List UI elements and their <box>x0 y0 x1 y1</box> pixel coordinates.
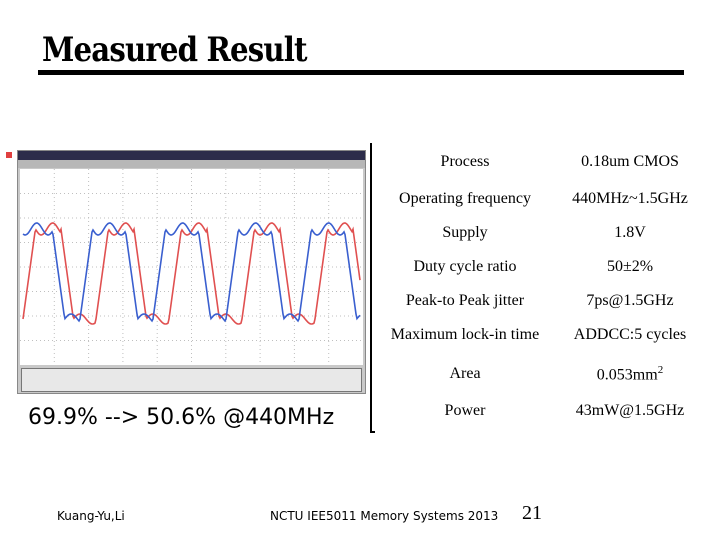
spec-label: Maximum lock-in time <box>390 326 540 343</box>
spec-value-text: ADDCC:5 cycles <box>573 326 687 343</box>
spec-value-text: 0.053mm <box>596 366 658 384</box>
scope-plot-area <box>20 169 363 365</box>
spec-label: Operating frequency <box>399 190 531 207</box>
spec-label: Process <box>440 153 490 170</box>
scope-edge-marker <box>6 152 12 158</box>
spec-value-text: 50±2% <box>606 258 654 275</box>
spec-value-text: 1.8V <box>614 224 646 241</box>
spec-value: 50±2% <box>560 250 700 284</box>
scope-toolbar <box>18 160 365 168</box>
scope-measurement-panel <box>21 368 362 392</box>
spec-value: 440MHz~1.5GHz <box>560 182 700 216</box>
scope-waveform-plot <box>20 169 363 365</box>
spec-value-text: 43mW@1.5GHz <box>575 402 685 419</box>
spec-value-text: 440MHz~1.5GHz <box>572 190 688 207</box>
spec-label: Duty cycle ratio <box>413 258 517 275</box>
spec-value: 43mW@1.5GHz <box>560 396 700 426</box>
oscilloscope-screenshot <box>17 150 366 394</box>
spec-row: Peak-to Peak jitter 7ps@1.5GHz <box>370 284 700 318</box>
spec-row: Operating frequency 440MHz~1.5GHz <box>370 182 700 216</box>
scope-trace-red <box>22 222 361 325</box>
spec-value: 0.053mm2 <box>560 352 700 396</box>
spec-value: 7ps@1.5GHz <box>560 284 700 318</box>
spec-value: ADDCC:5 cycles <box>560 318 700 352</box>
slide-title: Measured Result <box>42 30 307 70</box>
title-underline <box>38 70 684 75</box>
spec-row: Supply 1.8V <box>370 216 700 250</box>
spec-value-superscript: 2 <box>657 363 664 376</box>
author-name: Kuang-Yu,Li <box>57 509 125 523</box>
duty-cycle-caption: 69.9% --> 50.6% @440MHz <box>28 405 335 430</box>
spec-label: Peak-to Peak jitter <box>405 292 525 309</box>
course-footer: NCTU IEE5011 Memory Systems 2013 <box>270 509 499 523</box>
spec-value: 1.8V <box>560 216 700 250</box>
spec-label: Power <box>444 402 486 419</box>
spec-row: Process 0.18um CMOS <box>370 142 700 182</box>
spec-label: Area <box>449 365 481 382</box>
page-number: 21 <box>522 502 542 524</box>
spec-row: Maximum lock-in time ADDCC:5 cycles <box>370 318 700 352</box>
spec-row: Duty cycle ratio 50±2% <box>370 250 700 284</box>
spec-row: Power 43mW@1.5GHz <box>370 396 700 426</box>
spec-value-text: 0.18um CMOS <box>581 153 679 170</box>
spec-value: 0.18um CMOS <box>560 142 700 182</box>
scope-menu-bar <box>18 151 365 160</box>
spec-row: Area 0.053mm2 <box>370 352 700 396</box>
scope-trace-blue <box>22 222 361 323</box>
spec-label: Supply <box>442 224 488 241</box>
spec-value-text: 7ps@1.5GHz <box>586 292 674 309</box>
spec-table: Process 0.18um CMOS Operating frequency 440… <box>370 142 700 426</box>
